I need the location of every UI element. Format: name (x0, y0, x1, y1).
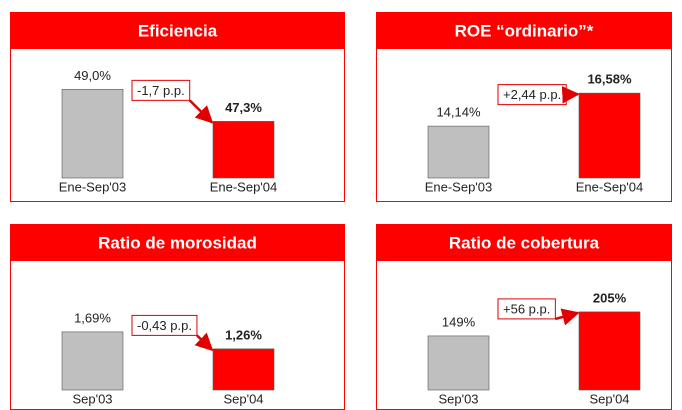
category-label: Ene-Sep'03 (425, 179, 493, 194)
bar (427, 125, 490, 179)
panel-title: Eficiencia (138, 21, 218, 40)
panel-header (10, 224, 345, 261)
category-label: Sep'04 (223, 391, 263, 406)
bar (212, 348, 275, 391)
chart-panel: Eficiencia 49,0% Ene-Sep'03 47,3% Ene-Sep'04… (10, 12, 345, 202)
category-label: Sep'03 (72, 391, 112, 406)
category-label: Ene-Sep'03 (59, 179, 127, 194)
chart-panel: Ratio de cobertura 149% Sep'03 205% Sep'04 +5… (376, 224, 672, 410)
bar (578, 311, 641, 391)
change-arrow (188, 99, 214, 124)
change-box (131, 79, 191, 101)
change-box (497, 298, 556, 320)
panel-title: Ratio de cobertura (449, 233, 600, 252)
panel-header (376, 12, 672, 49)
change-label: -0,43 p.p. (137, 318, 192, 333)
change-arrow (194, 332, 214, 352)
change-box (131, 314, 198, 336)
panel-title: Ratio de morosidad (98, 233, 257, 252)
chart-panel: ROE “ordinario”* 14,14% Ene-Sep'03 16,58% En… (376, 12, 672, 202)
change-arrow (555, 308, 580, 326)
value-label: 205% (593, 290, 627, 305)
bar (578, 92, 641, 179)
category-label: Ene-Sep'04 (576, 179, 644, 194)
chart-panel: Ratio de morosidad 1,69% Sep'03 1,26% Sep'04… (10, 224, 345, 410)
bar (61, 89, 124, 179)
bar (61, 331, 124, 391)
value-label: 1,69% (74, 310, 111, 325)
change-label: -1,7 p.p. (137, 83, 185, 98)
value-label: 14,14% (436, 105, 481, 120)
panel-header (376, 224, 672, 261)
category-label: Sep'03 (438, 391, 478, 406)
panel-title: ROE “ordinario”* (455, 21, 594, 40)
bar (427, 335, 490, 391)
change-label: +2,44 p.p. (503, 87, 561, 102)
value-label: 49,0% (74, 68, 111, 83)
category-label: Ene-Sep'04 (210, 179, 278, 194)
value-label: 1,26% (225, 327, 262, 342)
value-label: 149% (442, 314, 476, 329)
value-label: 16,58% (587, 72, 632, 87)
change-label: +56 p.p. (503, 301, 550, 316)
value-label: 47,3% (225, 100, 262, 115)
category-label: Sep'04 (589, 391, 629, 406)
bar (212, 121, 275, 179)
panel-header (10, 12, 345, 49)
